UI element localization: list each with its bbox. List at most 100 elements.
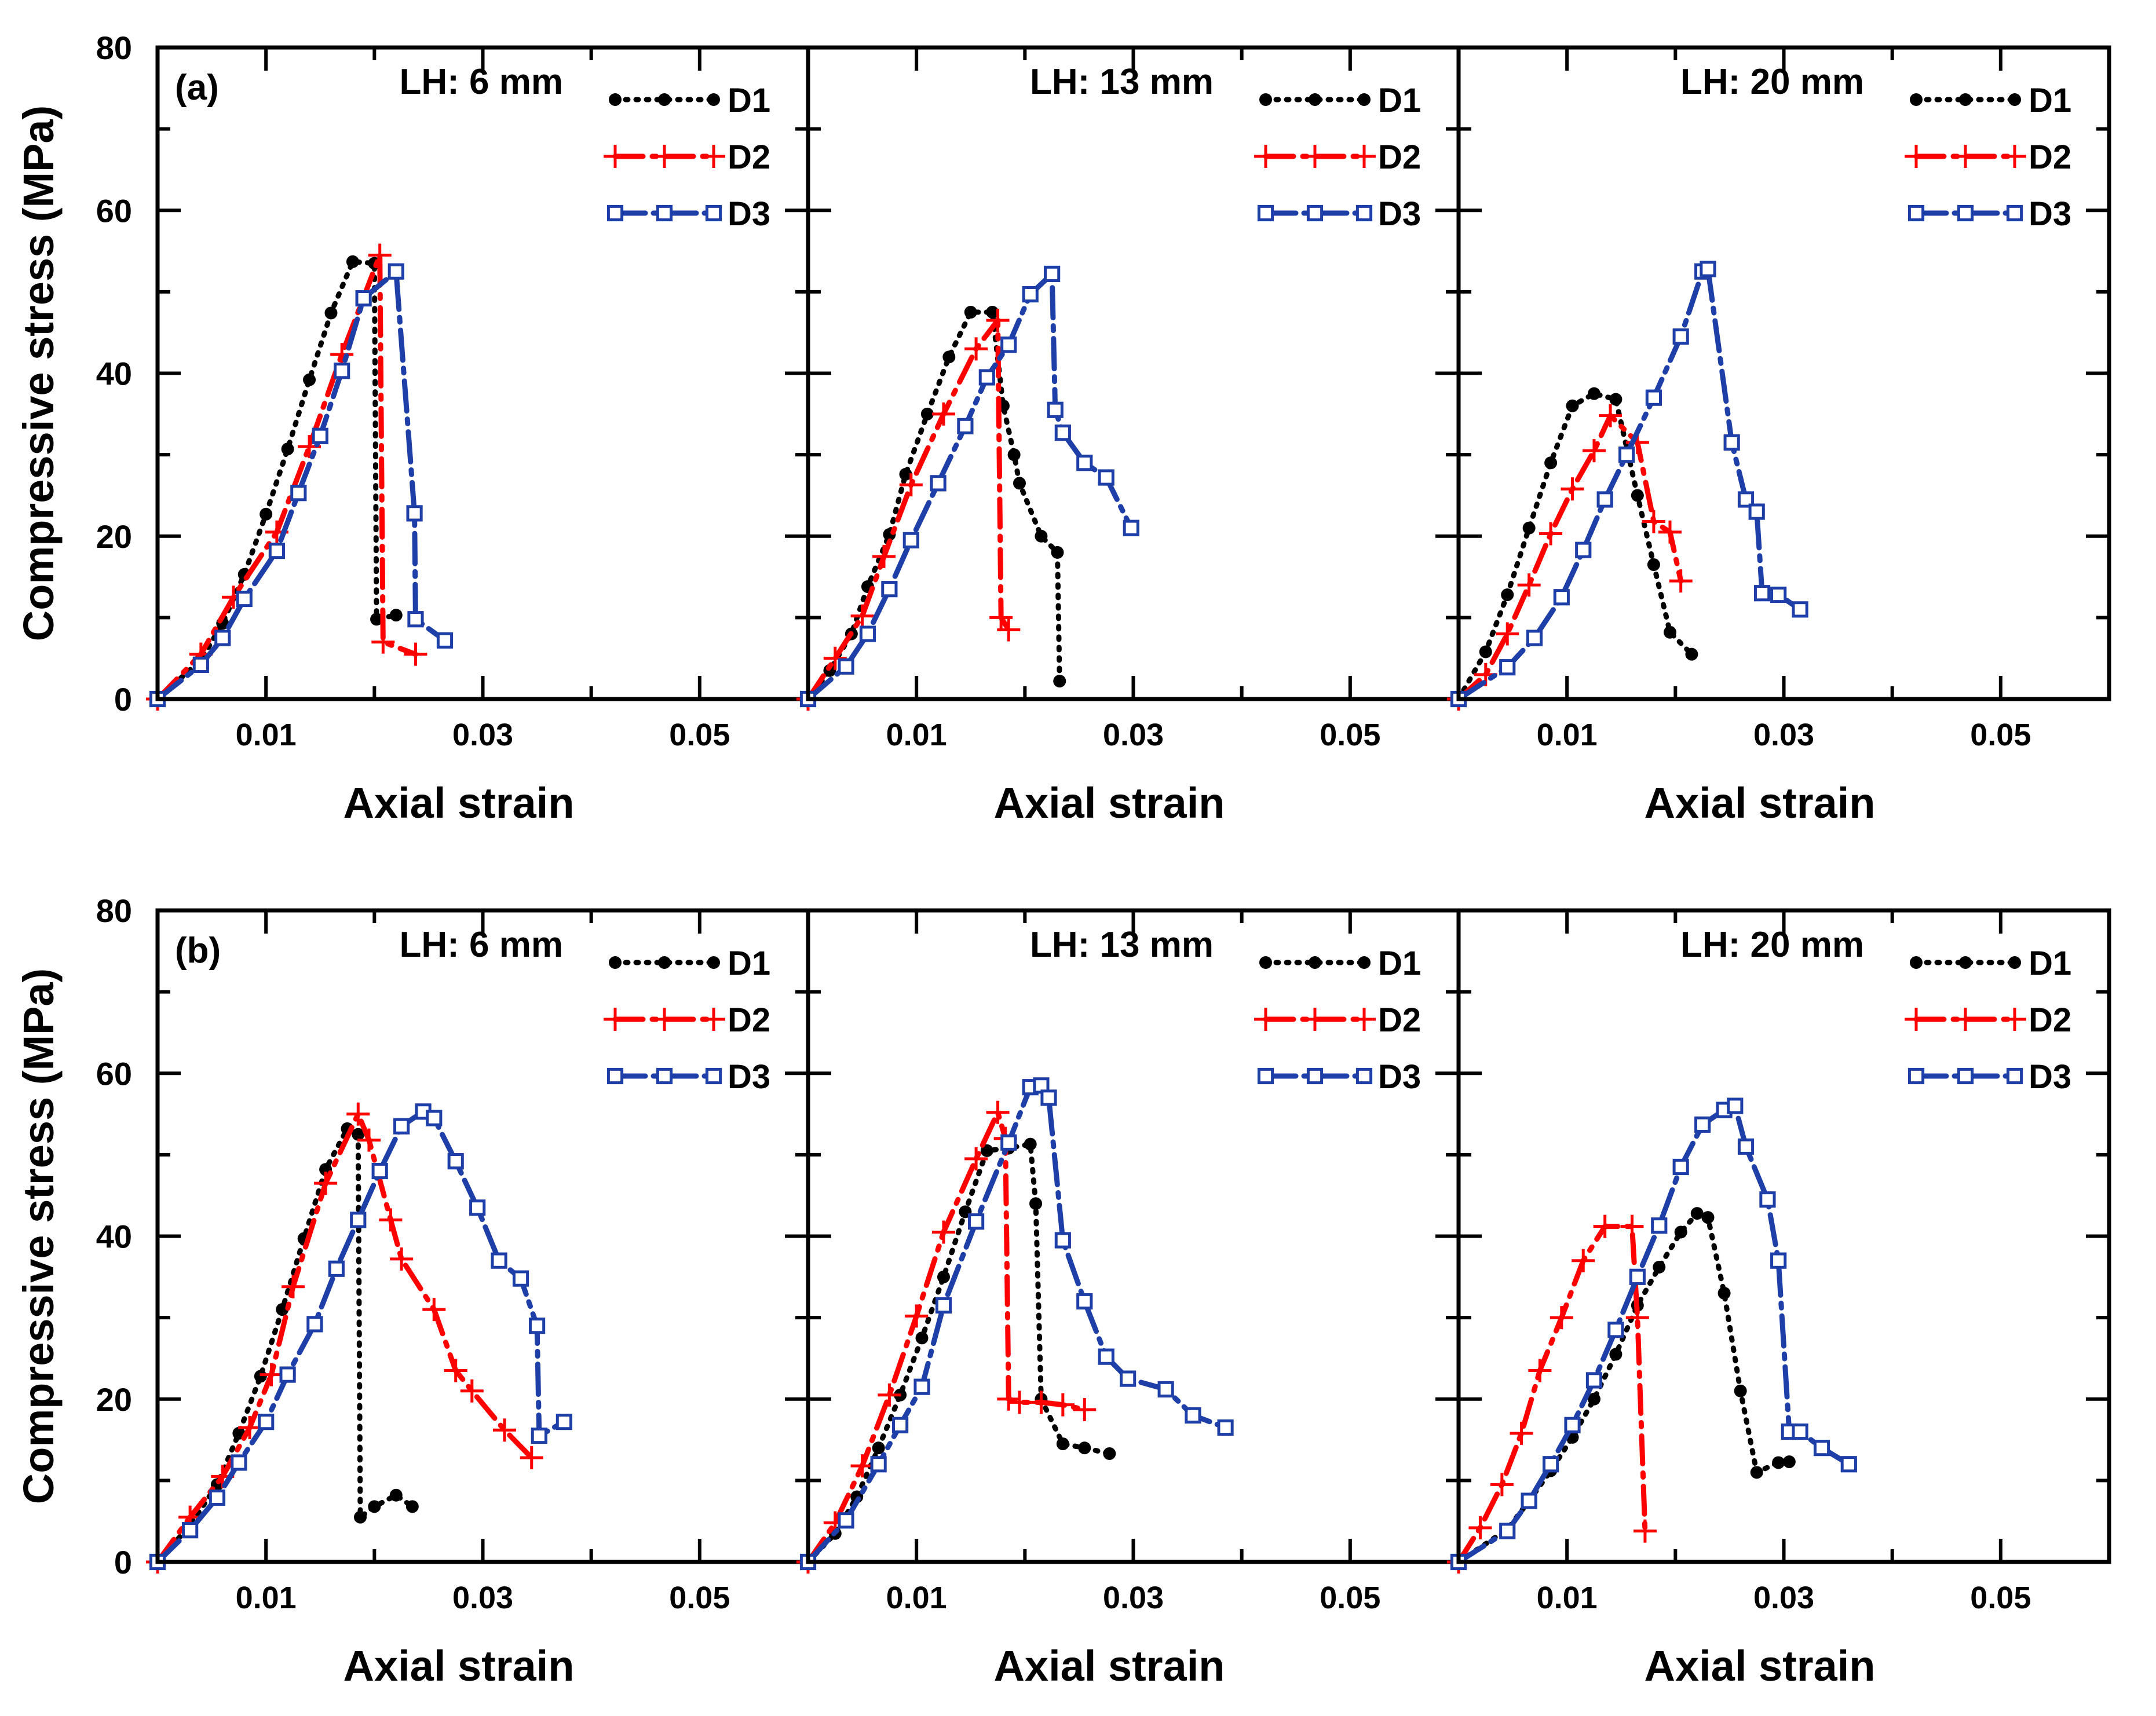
ticks: [156, 909, 808, 1564]
y-tick-label: 20: [96, 1381, 132, 1418]
data-point-D1: [389, 1488, 403, 1502]
x-tick-label: 0.03: [452, 718, 513, 752]
series-line-D3: [805, 271, 1134, 702]
data-point-D3: [968, 1213, 985, 1230]
y-tick-label: 80: [96, 30, 132, 66]
data-point-D1: [899, 467, 912, 481]
data-point-D2: [1073, 1398, 1097, 1422]
plot-frame: [806, 908, 1461, 1564]
x-axis-label: Axial strain: [344, 1642, 575, 1690]
data-point-D3: [1499, 1523, 1516, 1539]
legend-marker-D2: [653, 145, 676, 168]
legend: D1 D2 D3: [1254, 945, 1421, 1096]
x-axis-label: Axial strain: [1645, 779, 1876, 827]
legend-label-D1: D1: [1378, 945, 1421, 982]
series-line-D2: [1456, 413, 1684, 702]
legend-label-D2: D2: [728, 1001, 770, 1039]
legend-marker-D1: [1959, 956, 1972, 969]
data-point-D3: [469, 1199, 486, 1216]
data-point-D3: [859, 625, 876, 642]
data-point-D3: [290, 485, 307, 502]
data-point-D1: [1663, 625, 1676, 639]
x-tick-label: 0.05: [1970, 1580, 2031, 1615]
data-point-D2: [371, 630, 395, 654]
data-point-D2: [346, 1102, 370, 1126]
y-tick-label: 60: [96, 192, 132, 229]
data-point-D3: [1040, 1089, 1057, 1106]
series-D3: [149, 263, 454, 708]
data-point-D1: [915, 1331, 929, 1345]
data-point-D2: [1496, 622, 1519, 646]
data-point-D1: [1051, 546, 1064, 559]
y-tick-label: 40: [96, 356, 132, 392]
data-point-D3: [1044, 265, 1061, 283]
data-point-D2: [1051, 1393, 1075, 1417]
legend-marker-D3: [1355, 204, 1373, 222]
series-D2: [796, 309, 1021, 711]
data-point-D3: [1748, 503, 1765, 520]
data-point-D2: [460, 1379, 484, 1403]
legend-marker-D1: [2008, 956, 2021, 969]
data-point-D3: [1521, 1492, 1537, 1509]
legend-marker-D1: [1358, 956, 1371, 969]
data-point-D2: [1633, 1519, 1657, 1543]
data-point-D2: [314, 1172, 338, 1195]
data-point-D3: [371, 1162, 388, 1180]
data-point-D3: [426, 1110, 443, 1126]
data-point-D2: [1539, 522, 1563, 546]
legend-label-D1: D1: [2029, 82, 2071, 119]
data-point-D3: [355, 290, 372, 307]
data-point-D3: [1000, 1134, 1017, 1151]
legend-marker-D2: [1303, 1008, 1327, 1031]
data-point-D2: [1528, 1359, 1552, 1382]
data-point-D1: [1718, 1286, 1731, 1300]
series-line-D2: [805, 317, 1011, 702]
data-point-D3: [902, 532, 919, 548]
plot-frame: [806, 45, 1461, 701]
series-line-D2: [155, 1111, 535, 1565]
data-point-D2: [368, 243, 392, 267]
data-point-D3: [531, 1427, 547, 1444]
data-point-D2: [492, 1418, 516, 1442]
legend-marker-D1: [1259, 956, 1272, 969]
data-point-D3: [182, 1522, 199, 1539]
panel-title: LH: 20 mm: [1680, 925, 1864, 965]
data-point-D2: [1007, 1391, 1031, 1414]
series-D1: [151, 255, 403, 705]
data-point-D3: [1770, 586, 1787, 603]
legend-marker-D2: [604, 1008, 627, 1031]
data-point-D3: [1813, 1440, 1830, 1457]
data-point-D3: [279, 1366, 296, 1383]
data-point-D3: [1000, 336, 1017, 353]
data-point-D3: [1120, 1370, 1137, 1387]
x-tick-label: 0.05: [669, 718, 730, 752]
data-point-D3: [393, 1118, 410, 1135]
legend-marker-D2: [604, 145, 627, 168]
data-point-D2: [997, 618, 1021, 642]
data-point-D2: [1572, 1249, 1595, 1272]
legend: D1 D2 D3: [1905, 945, 2071, 1096]
series-line-D3: [805, 1082, 1229, 1565]
panel-2: 0.01 0.03 0.05 Axial strain LH: 13 mm D1 D2 D3: [796, 45, 1461, 827]
data-point-D3: [1076, 455, 1093, 471]
data-point-D1: [352, 1128, 365, 1141]
legend-marker-D3: [1957, 204, 1974, 222]
data-point-D2: [1517, 573, 1541, 597]
legend-marker-D1: [1910, 956, 1923, 969]
series-line-D1: [805, 1141, 1112, 1565]
x-tick-label: 0.03: [1753, 718, 1814, 752]
data-point-D2: [404, 642, 427, 666]
data-point-D3: [1672, 328, 1689, 345]
data-point-D1: [980, 1144, 993, 1157]
legend-label-D1: D1: [2029, 945, 2071, 982]
series-line-D3: [1456, 1103, 1852, 1565]
x-axis-label: Axial strain: [1645, 1642, 1876, 1690]
ticks: [806, 909, 1459, 1564]
legend-marker-D1: [1309, 93, 1321, 106]
legend: D1 D2 D3: [604, 945, 770, 1096]
data-point-D3: [231, 1454, 247, 1471]
data-point-D2: [850, 1454, 874, 1478]
data-point-D2: [986, 309, 1010, 332]
legend-marker-D2: [653, 1008, 676, 1031]
legend-marker-D3: [2006, 204, 2023, 222]
